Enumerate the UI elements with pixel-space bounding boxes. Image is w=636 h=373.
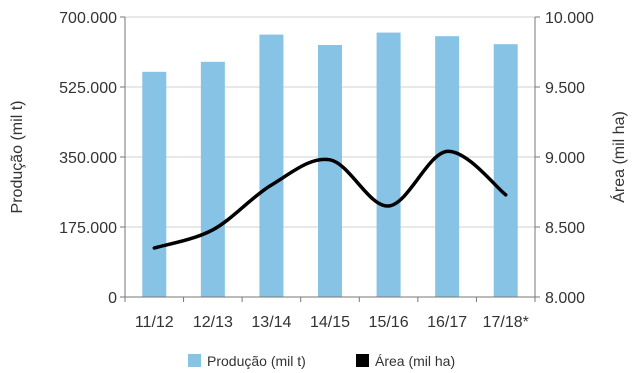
- right-tick-label: 10.000: [545, 10, 594, 27]
- bar-series: [142, 32, 518, 298]
- right-tick-label: 9.000: [545, 150, 585, 167]
- left-tick-label: 0: [108, 290, 117, 307]
- axes: [120, 16, 540, 302]
- left-tick-label: 700.000: [59, 10, 117, 27]
- area-line: [152, 149, 508, 250]
- bar: [318, 45, 342, 297]
- x-tick-label: 16/17: [427, 314, 467, 331]
- right-axis-ticks: 8.000 8.500 9.000 9.500 10.000: [545, 10, 594, 307]
- legend-swatch-production: [188, 354, 201, 367]
- x-tick-label: 13/14: [251, 314, 291, 331]
- legend-swatch-area: [356, 354, 369, 367]
- left-tick-label: 175.000: [59, 220, 117, 237]
- right-tick-label: 8.000: [545, 290, 585, 307]
- left-tick-label: 525.000: [59, 80, 117, 97]
- right-tick-label: 9.500: [545, 80, 585, 97]
- x-tick-label: 12/13: [193, 314, 233, 331]
- x-axis-ticks: 11/12 12/13 13/14 14/15 15/16 16/17 17/18*: [135, 314, 529, 331]
- x-tick-label: 14/15: [310, 314, 350, 331]
- bar: [376, 32, 401, 297]
- bar: [200, 61, 225, 297]
- bar: [142, 71, 167, 297]
- legend: Produção (mil t) Área (mil ha): [188, 353, 455, 369]
- left-axis-title: Produção (mil t): [9, 101, 26, 214]
- bar: [259, 34, 284, 297]
- bar: [435, 36, 460, 297]
- legend-label-area: Área (mil ha): [375, 353, 455, 369]
- bar: [493, 44, 518, 298]
- x-tick-label: 17/18*: [483, 314, 529, 331]
- right-tick-label: 8.500: [545, 220, 585, 237]
- left-axis-ticks: 0 175.000 350.000 525.000 700.000: [59, 10, 117, 307]
- line-series: [152, 149, 508, 250]
- legend-label-production: Produção (mil t): [207, 353, 306, 369]
- x-tick-label: 11/12: [135, 314, 174, 331]
- right-axis-title: Área (mil ha): [609, 111, 628, 203]
- left-tick-label: 350.000: [59, 150, 117, 167]
- x-tick-label: 15/16: [369, 314, 409, 331]
